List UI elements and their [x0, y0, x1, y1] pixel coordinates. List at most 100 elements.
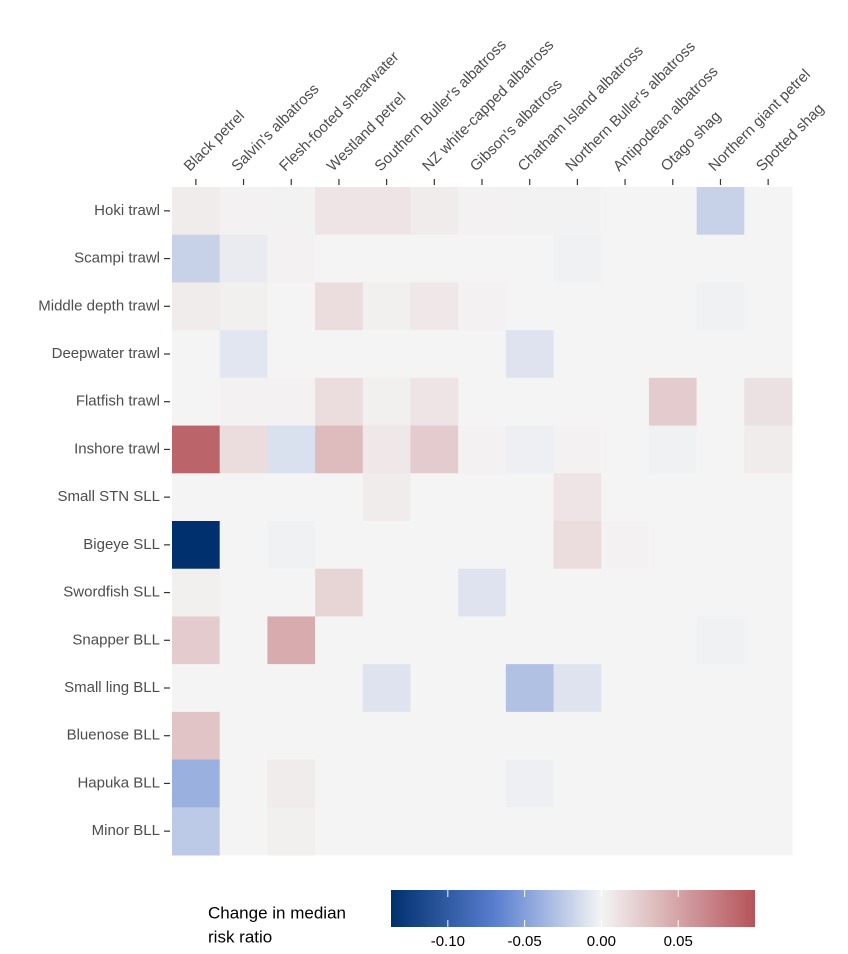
heatmap-cell	[601, 664, 650, 713]
heatmap-cell	[267, 425, 316, 474]
heatmap-cell	[744, 330, 793, 379]
heatmap-cell	[458, 711, 507, 761]
heatmap-cell	[267, 759, 316, 808]
heatmap-cell	[553, 473, 602, 522]
heatmap-cell	[505, 377, 555, 427]
y-tick-label: Hapuka BLL	[77, 774, 160, 791]
y-tick-label: Deepwater trawl	[52, 345, 160, 362]
heatmap-cell	[267, 330, 316, 379]
y-tick-label: Bigeye SLL	[83, 536, 160, 553]
heatmap-cell	[601, 568, 650, 617]
heatmap-cell	[410, 377, 459, 427]
y-tick-label: Middle depth trawl	[38, 297, 160, 314]
heatmap-cell	[458, 521, 507, 570]
heatmap-cell	[362, 377, 411, 427]
heatmap-cell	[553, 330, 602, 379]
heatmap-cell	[172, 234, 221, 283]
heatmap-cell	[410, 664, 459, 713]
heatmap-cell	[219, 187, 268, 236]
y-tick-label: Bluenose BLL	[67, 727, 160, 744]
heatmap-cell	[744, 234, 793, 283]
heatmap-cell	[505, 473, 555, 522]
heatmap-cell	[410, 568, 459, 617]
y-tick-label: Inshore trawl	[74, 440, 160, 457]
heatmap-cell	[744, 759, 793, 808]
heatmap-cell	[410, 473, 459, 522]
heatmap-cell	[744, 187, 793, 236]
colorbar	[391, 890, 755, 927]
colorbar-tick-label: -0.10	[431, 933, 465, 950]
heatmap-cell	[410, 330, 459, 379]
heatmap-cell	[219, 521, 268, 570]
heatmap-cell	[362, 616, 411, 665]
heatmap-cell	[601, 425, 650, 474]
colorbar-tick-label: 0.00	[587, 933, 616, 950]
heatmap-cell	[553, 377, 602, 427]
heatmap-cell	[219, 282, 268, 331]
heatmap-cell	[553, 187, 602, 236]
heatmap-cell	[744, 425, 793, 474]
heatmap-cell	[172, 473, 221, 522]
heatmap-cell	[648, 234, 698, 283]
heatmap-cell	[410, 807, 459, 856]
heatmap-cell	[267, 711, 316, 761]
heatmap-cell	[219, 425, 268, 474]
heatmap-cell	[219, 330, 268, 379]
heatmap-cell	[410, 187, 459, 236]
heatmap-cell	[648, 473, 698, 522]
heatmap-cell	[267, 377, 316, 427]
heatmap-cell	[648, 759, 698, 808]
heatmap-cell	[219, 568, 268, 617]
y-tick-label: Snapper BLL	[72, 631, 160, 648]
heatmap-cell	[458, 616, 507, 665]
heatmap-cell	[696, 234, 745, 283]
heatmap-cell	[458, 282, 507, 331]
heatmap-cell	[744, 282, 793, 331]
heatmap-cell	[744, 616, 793, 665]
heatmap-cell	[601, 234, 650, 283]
heatmap-cell	[458, 234, 507, 283]
heatmap-cell	[410, 425, 459, 474]
heatmap-cell	[362, 234, 411, 283]
heatmap-cell	[219, 377, 268, 427]
heatmap-cell	[315, 711, 364, 761]
heatmap-cell	[219, 807, 268, 856]
heatmap-cell	[267, 234, 316, 283]
y-tick-label: Minor BLL	[92, 822, 160, 839]
heatmap-cell	[696, 711, 745, 761]
heatmap-cell	[744, 377, 793, 427]
heatmap-cell	[553, 521, 602, 570]
heatmap-cell	[315, 807, 364, 856]
heatmap-cell	[267, 473, 316, 522]
heatmap-cell	[648, 521, 698, 570]
heatmap-cell	[172, 330, 221, 379]
heatmap-cell	[505, 187, 555, 236]
colorbar-tick-label: 0.05	[664, 933, 693, 950]
heatmap-cell	[315, 568, 364, 617]
heatmap-cell	[648, 664, 698, 713]
heatmap-cell	[410, 711, 459, 761]
heatmap-cell	[505, 521, 555, 570]
heatmap-cell	[744, 473, 793, 522]
heatmap-cell	[696, 282, 745, 331]
heatmap-cell	[648, 282, 698, 331]
heatmap-cell	[315, 521, 364, 570]
heatmap-cell	[553, 616, 602, 665]
heatmap-cell	[601, 711, 650, 761]
heatmap-cell	[315, 330, 364, 379]
heatmap-cell	[505, 282, 555, 331]
heatmap-cell	[362, 521, 411, 570]
heatmap-cell	[172, 377, 221, 427]
heatmap-cell	[410, 759, 459, 808]
heatmap-cell	[267, 616, 316, 665]
heatmap-cell	[505, 425, 555, 474]
heatmap-cell	[601, 377, 650, 427]
heatmap-cell	[505, 616, 555, 665]
heatmap-cell	[219, 473, 268, 522]
heatmap-cell	[601, 187, 650, 236]
heatmap-cell	[410, 616, 459, 665]
y-tick-label: Small ling BLL	[64, 679, 160, 696]
legend-title: Change in median	[208, 903, 346, 922]
heatmap-cell	[458, 664, 507, 713]
heatmap-cell	[505, 759, 555, 808]
